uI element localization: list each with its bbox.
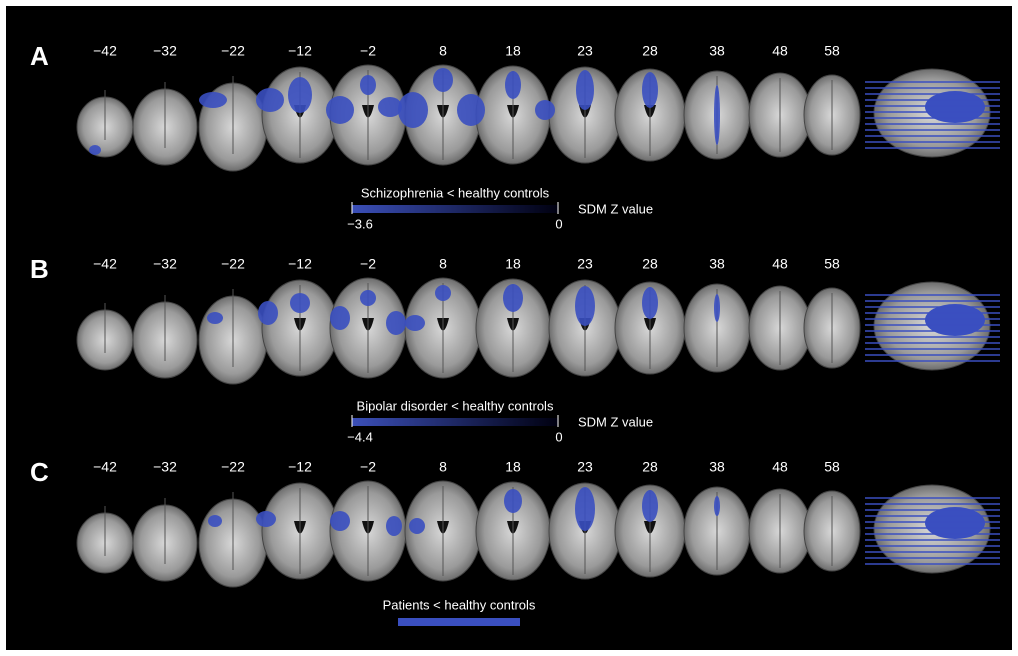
activation-blob [504, 489, 522, 513]
activation-blob [642, 490, 658, 522]
slice-label: 8 [439, 256, 447, 272]
legend-swatch [398, 618, 520, 626]
activation-blob [288, 77, 312, 113]
activation-blob [256, 511, 276, 527]
slice-label: 18 [505, 43, 521, 59]
colorbar-min: −3.6 [347, 216, 373, 231]
activation-blob [360, 290, 376, 306]
activation-blob [360, 75, 376, 95]
activation-blob [405, 315, 425, 331]
figure: A −42 −32 −22 −12 −2 8 18 23 28 38 48 58 Schizophreni… [0, 0, 1018, 656]
slice-label: 48 [772, 256, 788, 272]
legend-title: Schizophrenia < healthy controls [361, 185, 550, 200]
activation-blob [409, 518, 425, 534]
activation-blob [505, 71, 521, 99]
slice-label: −12 [288, 256, 312, 272]
activation-blob [714, 496, 720, 516]
activation-blob [330, 511, 350, 531]
legend-title: Patients < healthy controls [383, 597, 536, 612]
slice-label: −22 [221, 459, 245, 475]
colorbar-min: −4.4 [347, 429, 373, 444]
slice-label: 48 [772, 43, 788, 59]
activation-blob [714, 294, 720, 322]
slice-label: 38 [709, 256, 725, 272]
slice-label: −2 [360, 256, 376, 272]
colorbar-max: 0 [555, 429, 562, 444]
activation-blob [199, 92, 227, 108]
activation-blob [386, 516, 402, 536]
slice-label: −42 [93, 43, 117, 59]
activation-blob [208, 515, 222, 527]
activation-blob [256, 88, 284, 112]
slice-label: −32 [153, 43, 177, 59]
slice-label: −22 [221, 43, 245, 59]
activation-blob [714, 85, 720, 145]
slice-label: 28 [642, 256, 658, 272]
slice-label: −12 [288, 43, 312, 59]
colorbar [352, 205, 558, 213]
panel-label: A [30, 41, 49, 71]
slice-label: 18 [505, 256, 521, 272]
slice-label: 38 [709, 459, 725, 475]
slice-label: −22 [221, 256, 245, 272]
colorbar-axis-label: SDM Z value [578, 201, 653, 216]
slice-label: 48 [772, 459, 788, 475]
slice-label: 28 [642, 43, 658, 59]
activation-blob [398, 92, 428, 128]
slice-label: 8 [439, 43, 447, 59]
activation-blob [435, 285, 451, 301]
legend-title: Bipolar disorder < healthy controls [357, 398, 554, 413]
colorbar [352, 418, 558, 426]
colorbar-max: 0 [555, 216, 562, 231]
activation-blob [503, 284, 523, 312]
activation-blob [535, 100, 555, 120]
slice-label: 23 [577, 43, 593, 59]
activation-blob [575, 286, 595, 326]
slice-label: 58 [824, 459, 840, 475]
activation-blob [89, 145, 101, 155]
slice-label: 18 [505, 459, 521, 475]
slice-label: 23 [577, 459, 593, 475]
page: {"panels": [ {"label": "A", "slices": ["… [0, 0, 1018, 656]
slice-label: −12 [288, 459, 312, 475]
slice-label: 58 [824, 43, 840, 59]
slice-label: −32 [153, 459, 177, 475]
activation-blob [575, 487, 595, 531]
slice-label: 58 [824, 256, 840, 272]
activation-blob [642, 72, 658, 108]
slice-label: −42 [93, 459, 117, 475]
colorbar-axis-label: SDM Z value [578, 414, 653, 429]
slice-label: 8 [439, 459, 447, 475]
slice-label: −2 [360, 459, 376, 475]
panel-label: B [30, 254, 49, 284]
activation-blob [207, 312, 223, 324]
panel-label: C [30, 457, 49, 487]
slice-label: −32 [153, 256, 177, 272]
activation-blob [386, 311, 406, 335]
slice-label: 38 [709, 43, 725, 59]
slice-label: −42 [93, 256, 117, 272]
activation-blob [326, 96, 354, 124]
slice-label: 28 [642, 459, 658, 475]
activation-blob [433, 68, 453, 92]
slice-label: −2 [360, 43, 376, 59]
activation-blob [457, 94, 485, 126]
slice-label: 23 [577, 256, 593, 272]
activation-blob [330, 306, 350, 330]
activation-blob [576, 70, 594, 110]
activation-blob [290, 293, 310, 313]
activation-blob [642, 287, 658, 319]
activation-blob [258, 301, 278, 325]
